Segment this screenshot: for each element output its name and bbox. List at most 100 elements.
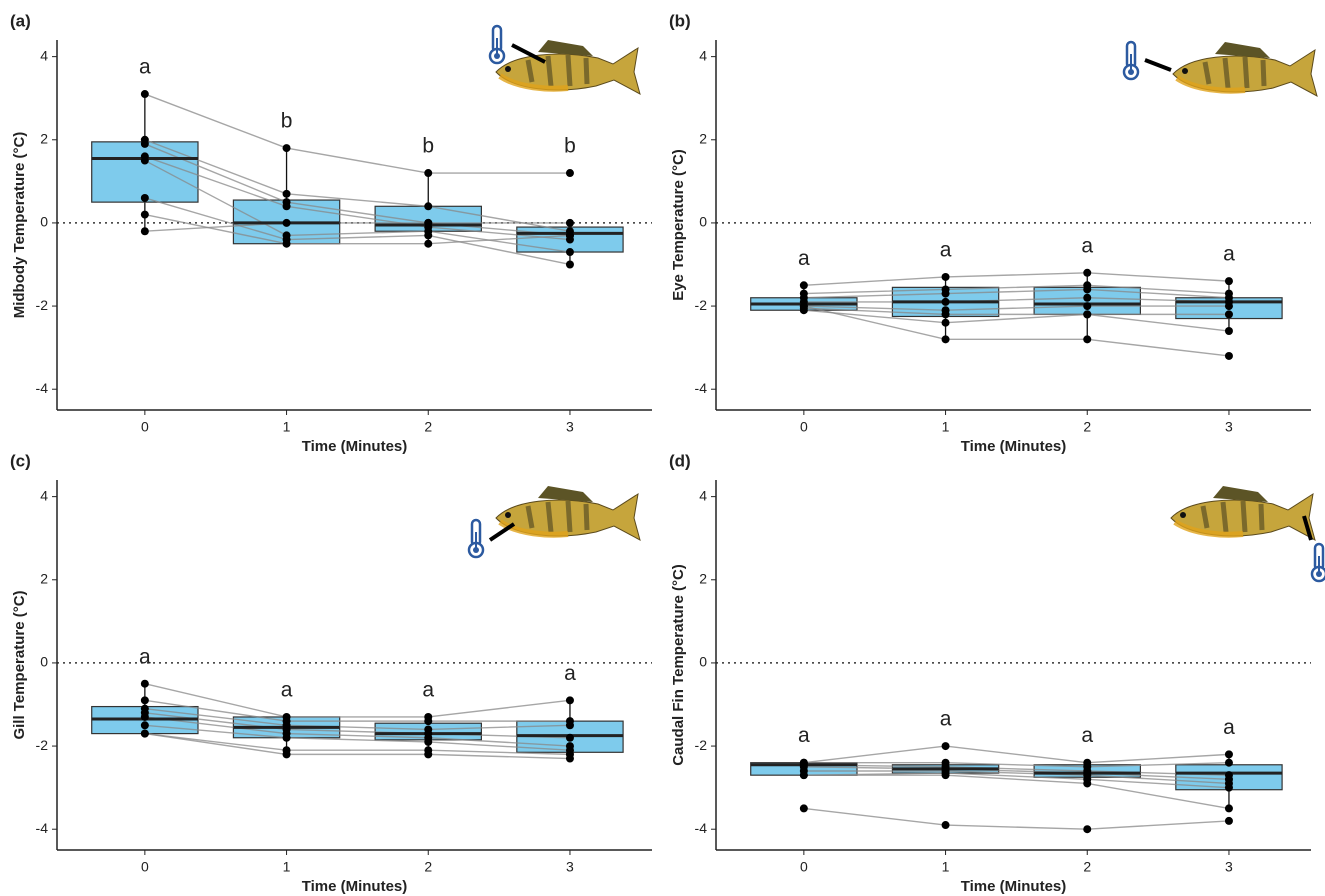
point <box>141 211 149 219</box>
point <box>141 696 149 704</box>
y-tick-label: -2 <box>36 737 49 753</box>
panel-label: (c) <box>10 451 31 470</box>
point <box>942 273 950 281</box>
x-tick-label: 1 <box>283 419 291 435</box>
point <box>424 169 432 177</box>
point <box>566 734 574 742</box>
significance-letter: b <box>564 135 576 158</box>
point <box>424 240 432 248</box>
individual-line <box>804 285 1229 293</box>
point <box>566 169 574 177</box>
y-tick-label: 4 <box>40 487 48 503</box>
thermometer-icon <box>490 26 504 63</box>
point <box>141 227 149 235</box>
y-tick-label: 0 <box>699 654 707 670</box>
point <box>1083 302 1091 310</box>
point <box>1225 302 1233 310</box>
point <box>283 190 291 198</box>
point <box>942 335 950 343</box>
x-tick-label: 2 <box>424 419 432 435</box>
individual-line <box>145 700 570 721</box>
x-axis-label: Time (Minutes) <box>961 878 1067 895</box>
y-tick-label: 4 <box>40 47 48 63</box>
y-tick-label: -4 <box>36 820 49 836</box>
point <box>1083 825 1091 833</box>
point <box>566 755 574 763</box>
significance-letter: a <box>564 662 576 685</box>
box <box>92 142 198 202</box>
point <box>1083 779 1091 787</box>
point <box>566 696 574 704</box>
significance-letter: a <box>422 679 434 702</box>
point <box>1225 759 1233 767</box>
point <box>566 231 574 239</box>
individual-line <box>145 725 570 750</box>
y-tick-label: 2 <box>699 130 707 146</box>
point <box>1225 817 1233 825</box>
point <box>566 260 574 268</box>
y-tick-label: 4 <box>699 487 707 503</box>
point <box>283 734 291 742</box>
point <box>1225 327 1233 335</box>
point <box>942 821 950 829</box>
individual-line <box>145 734 570 755</box>
point <box>283 144 291 152</box>
y-tick-label: 0 <box>40 214 48 230</box>
point <box>141 90 149 98</box>
x-tick-label: 1 <box>283 859 291 875</box>
point <box>1225 784 1233 792</box>
point <box>283 219 291 227</box>
significance-letter: a <box>139 56 151 79</box>
individual-line <box>145 684 570 717</box>
y-tick-label: -2 <box>695 737 708 753</box>
individual-line <box>804 308 1229 314</box>
x-tick-label: 0 <box>800 419 808 435</box>
individual-line <box>804 746 1229 763</box>
panel-label: (d) <box>669 451 691 470</box>
individual-line <box>804 306 1229 356</box>
point <box>141 713 149 721</box>
panel: (d)Caudal Fin Temperature (°C)Time (Minu… <box>659 440 1325 888</box>
x-tick-label: 3 <box>1225 859 1233 875</box>
fish-icon <box>1171 486 1315 540</box>
individual-line <box>145 144 570 235</box>
point <box>800 302 808 310</box>
x-tick-label: 0 <box>141 859 149 875</box>
significance-letter: a <box>798 724 810 747</box>
point <box>1225 310 1233 318</box>
panel-label: (b) <box>669 11 691 30</box>
individual-line <box>145 94 570 173</box>
significance-letter: a <box>1223 716 1235 739</box>
y-tick-label: 2 <box>40 130 48 146</box>
significance-letter: a <box>1081 724 1093 747</box>
point <box>566 219 574 227</box>
fish-icon <box>496 486 640 540</box>
point <box>424 750 432 758</box>
significance-letter: a <box>940 708 952 731</box>
individual-line <box>145 161 570 252</box>
significance-letter: a <box>798 247 810 270</box>
individual-line <box>145 140 570 231</box>
x-tick-label: 0 <box>800 859 808 875</box>
individual-line <box>804 306 1229 310</box>
significance-letter: a <box>139 645 151 668</box>
y-tick-label: -2 <box>695 297 708 313</box>
x-tick-label: 1 <box>942 419 950 435</box>
x-tick-label: 2 <box>1083 419 1091 435</box>
point <box>800 804 808 812</box>
y-tick-label: -4 <box>695 820 708 836</box>
point <box>141 730 149 738</box>
significance-letter: a <box>1223 243 1235 266</box>
point <box>424 231 432 239</box>
x-axis-label: Time (Minutes) <box>302 878 408 895</box>
point <box>424 202 432 210</box>
point <box>424 717 432 725</box>
point <box>1083 335 1091 343</box>
point <box>283 202 291 210</box>
point <box>141 157 149 165</box>
x-tick-label: 2 <box>1083 859 1091 875</box>
fish-icon <box>1173 42 1317 96</box>
x-tick-label: 3 <box>566 859 574 875</box>
x-tick-label: 0 <box>141 419 149 435</box>
y-axis-label: Caudal Fin Temperature (°C) <box>670 564 687 766</box>
